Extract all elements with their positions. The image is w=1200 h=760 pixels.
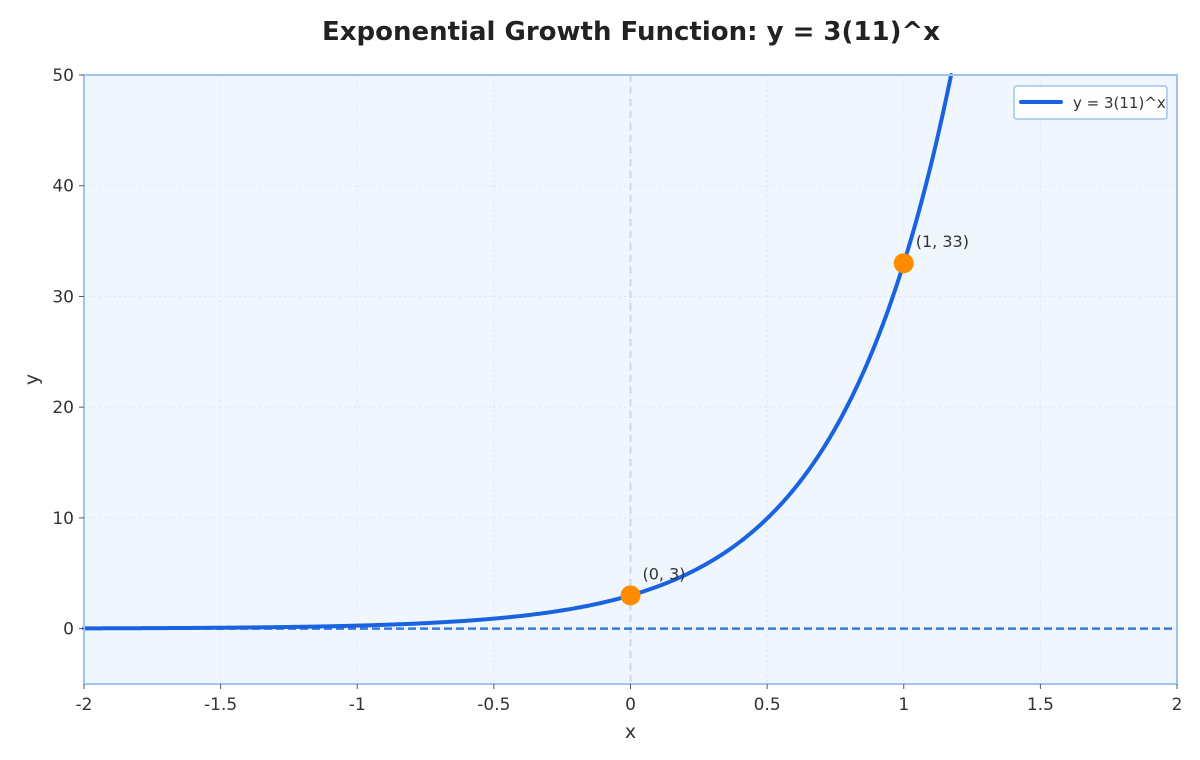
legend-box: [1013, 85, 1168, 120]
x-tick-label: -1: [349, 695, 366, 715]
y-tick-label: 40: [52, 177, 74, 197]
point-annotation: (0, 3): [643, 564, 686, 583]
highlighted-points: (0, 3) (1, 33): [620, 232, 969, 606]
y-tick-label: 10: [52, 509, 74, 529]
legend-label: y = 3(11)^x: [1073, 94, 1166, 112]
highlight-point: [893, 253, 914, 274]
y-axis-label: y: [21, 374, 43, 385]
x-tick-label: -2: [76, 695, 93, 715]
x-tick-label: -0.5: [477, 695, 510, 715]
y-tick-label: 20: [52, 398, 74, 418]
y-tick-label: 30: [52, 287, 74, 307]
highlight-point: [620, 585, 641, 606]
x-tick-label: 1: [898, 695, 909, 715]
point-annotation: (1, 33): [916, 232, 969, 251]
chart-title: Exponential Growth Function: y = 3(11)^x: [322, 17, 940, 47]
x-tick-label: 2: [1172, 695, 1183, 715]
y-tick-label: 0: [63, 620, 74, 640]
x-tick-label: -1.5: [204, 695, 237, 715]
series-line: [82, 73, 954, 631]
x-tick-label: 0: [625, 695, 636, 715]
x-tick-label: 1.5: [1027, 695, 1054, 715]
y-tick-label: 50: [52, 66, 74, 86]
legend: y = 3(11)^x: [1013, 85, 1168, 120]
x-axis-label: x: [625, 721, 636, 743]
x-axis-ticks: -2 -1.5 -1 -0.5 0 0.5 1 1.5 2: [76, 684, 1183, 715]
y-axis-ticks: 0 10 20 30 40 50: [52, 66, 84, 640]
x-tick-label: 0.5: [754, 695, 781, 715]
